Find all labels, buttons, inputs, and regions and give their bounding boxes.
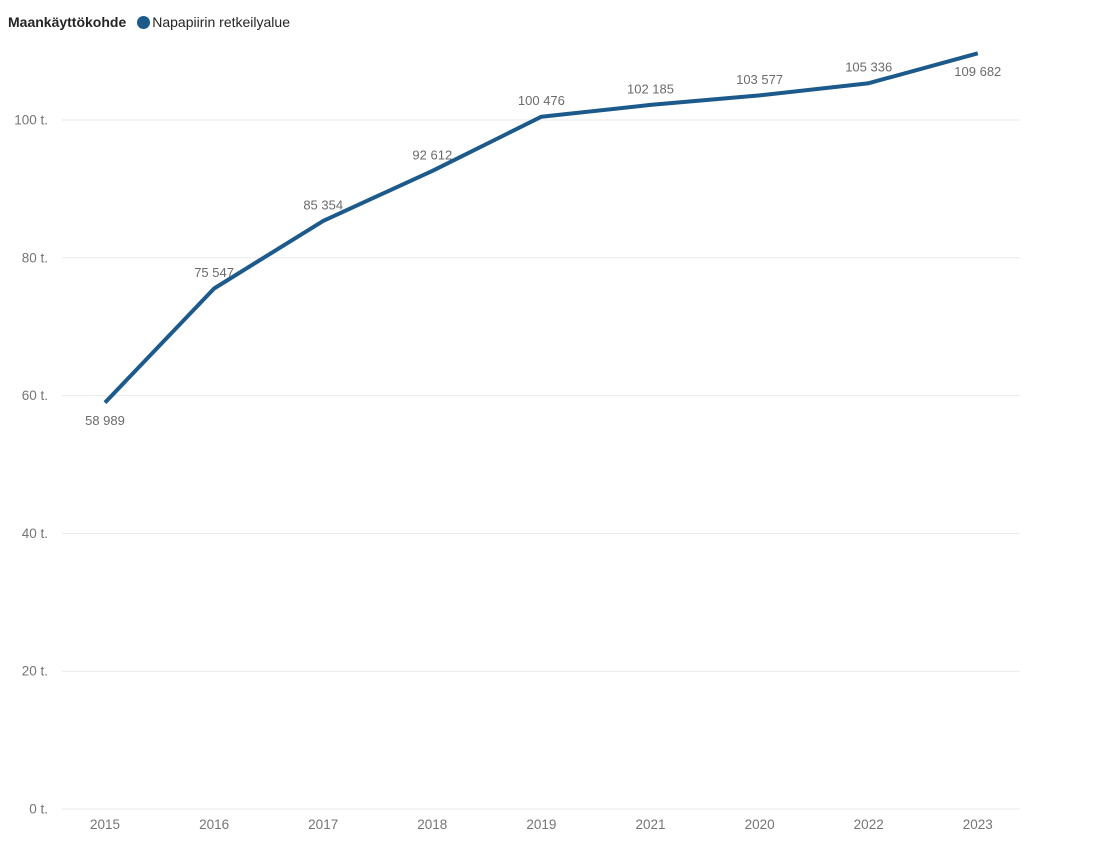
series-line-napapiirin-retkeilyalue[interactable] <box>103 51 979 404</box>
data-label: 75 547 <box>194 265 234 280</box>
legend-item-napapiirin-retkeilyalue[interactable]: Napapiirin retkeilyalue <box>137 12 290 32</box>
y-axis-tick-label: 0 t. <box>29 802 48 817</box>
data-label: 102 185 <box>627 81 674 96</box>
x-axis-tick-label: 2020 <box>745 817 775 832</box>
y-axis-tick-label: 80 t. <box>22 250 48 265</box>
x-axis-tick-label: 2021 <box>635 817 665 832</box>
x-axis-tick-label: 2016 <box>199 817 229 832</box>
x-axis-tick-label: 2017 <box>308 817 338 832</box>
data-label: 103 577 <box>736 72 783 87</box>
legend-title: Maankäyttökohde <box>8 14 127 30</box>
y-axis-tick-label: 40 t. <box>22 526 48 541</box>
data-label: 105 336 <box>845 60 892 75</box>
x-axis-tick-label: 2018 <box>417 817 447 832</box>
x-axis-tick-label: 2015 <box>90 817 120 832</box>
data-label: 58 989 <box>85 413 125 428</box>
data-label: 109 682 <box>954 64 1001 79</box>
chart-legend: Maankäyttökohde Napapiirin retkeilyalue <box>8 12 290 32</box>
data-label: 92 612 <box>412 147 452 162</box>
x-axis-tick-label: 2023 <box>963 817 993 832</box>
data-label: 85 354 <box>303 197 343 212</box>
x-axis-tick-label: 2022 <box>854 817 884 832</box>
y-axis-tick-label: 100 t. <box>14 113 48 128</box>
data-label: 100 476 <box>518 93 565 108</box>
series-marker-icon <box>137 15 151 29</box>
x-axis-tick-label: 2019 <box>526 817 556 832</box>
y-axis-tick-label: 20 t. <box>22 664 48 679</box>
legend-item-label: Napapiirin retkeilyalue <box>152 14 290 30</box>
y-axis-tick-label: 60 t. <box>22 388 48 403</box>
